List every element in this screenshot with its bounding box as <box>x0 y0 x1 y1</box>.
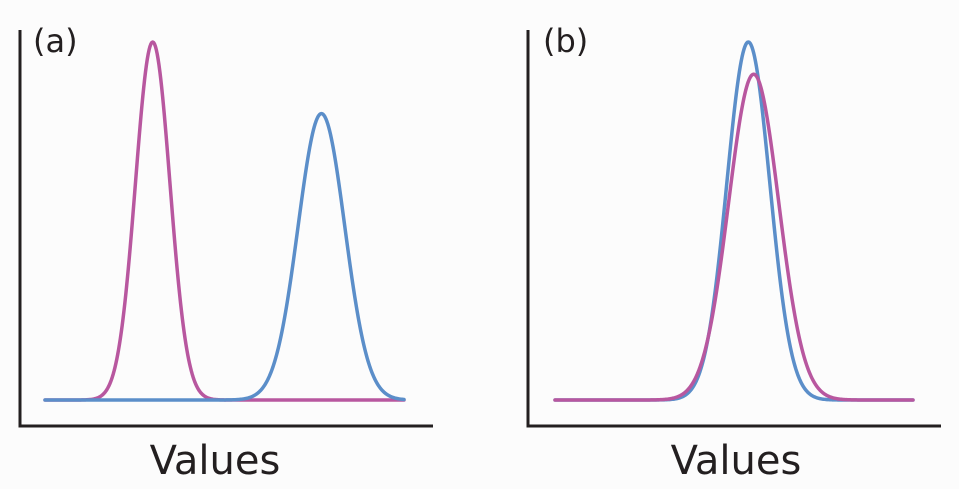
panel-b: (b) Values <box>526 22 941 484</box>
panel-b-series-1-line <box>553 40 915 402</box>
panel-a-axes <box>18 30 433 428</box>
panel-b-series-2-line <box>553 72 915 402</box>
panel-b-x-axis-title: Values <box>671 438 802 484</box>
panel-a: (a) Values <box>18 22 433 484</box>
panel-b-series <box>553 40 915 402</box>
panel-b-axes <box>526 30 941 428</box>
panel-a-label: (a) <box>33 22 78 60</box>
panel-a-x-axis-title: Values <box>150 438 281 484</box>
panel-b-label: (b) <box>543 22 588 60</box>
panel-a-series <box>43 40 406 402</box>
panel-a-series-2-line <box>43 111 406 402</box>
panel-a-series-1-line <box>43 40 406 402</box>
